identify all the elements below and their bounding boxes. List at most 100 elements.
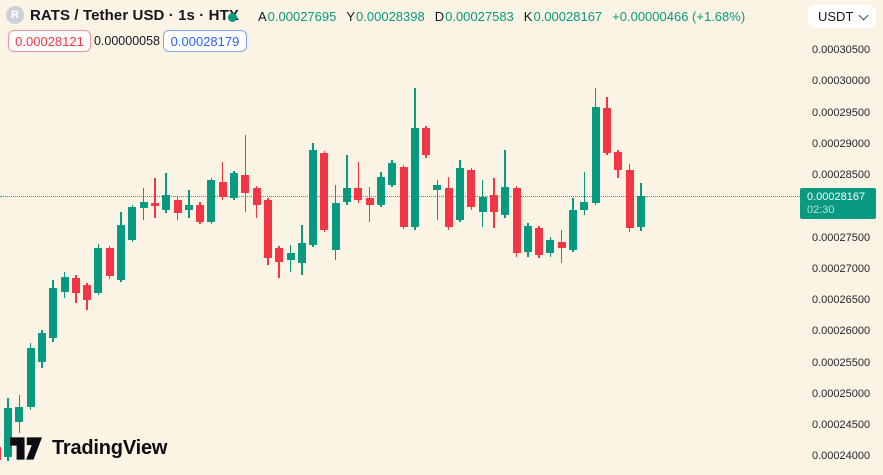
candle-up (546, 240, 555, 253)
candle-up (388, 163, 397, 185)
buy-ask-button[interactable]: 0.00028179 (163, 30, 247, 52)
candle-wick (244, 135, 247, 212)
current-price-label: 0.00028167 02:30 (800, 187, 876, 219)
tradingview-logo[interactable]: TradingView (10, 437, 167, 460)
market-open-dot-icon (228, 13, 237, 22)
candle-up (162, 195, 171, 210)
price-axis-label: 0.00026500 (812, 294, 871, 306)
symbol-logo-icon: R (6, 6, 24, 24)
candle-down (354, 188, 363, 200)
candle-down (275, 248, 284, 262)
candle-up (207, 180, 216, 222)
candle-up (49, 288, 58, 338)
price-axis-label: 0.00028500 (812, 169, 871, 181)
price-axis[interactable]: 0.00030500 0.00030000 0.00029500 0.00029000… (798, 0, 883, 475)
candle-up (456, 168, 464, 220)
price-axis-label: 0.00027000 (812, 262, 871, 275)
price-axis-label: 0.00024500 (812, 419, 871, 431)
candle-wick (583, 172, 586, 215)
ohlc-open: A 0.00027695 (258, 9, 337, 24)
candle-up (15, 407, 24, 422)
candle-up (478, 197, 487, 212)
candle-up (128, 207, 137, 240)
candle-up (37, 333, 46, 362)
candle-up (376, 177, 385, 205)
candle-up (297, 243, 306, 263)
current-price-line (0, 195, 800, 197)
price-change: +0.00000466 (+1.68%) (612, 9, 746, 24)
candle-down (263, 200, 272, 258)
candle-up (94, 248, 103, 293)
price-axis-label: 0.00029500 (812, 106, 871, 119)
price-axis-label: 0.00030500 (812, 44, 871, 56)
bar-countdown: 02:30 (807, 203, 835, 216)
currency-dropdown-value: USDT (818, 9, 854, 24)
candle-wick (165, 173, 167, 213)
candle-down (625, 170, 634, 228)
candle-down (241, 175, 250, 193)
tradingview-mark-icon (10, 437, 43, 460)
price-axis-label: 0.00027500 (812, 231, 871, 244)
candle-up (580, 202, 589, 210)
candlestick-chart[interactable] (0, 0, 798, 475)
spread-value: 0.00000058 (93, 34, 161, 48)
symbol-title[interactable]: RATS / Tether USD · 1s · HTX (30, 7, 239, 24)
candle-down (399, 167, 408, 227)
candle-wick (346, 155, 348, 205)
candle-up (636, 195, 645, 227)
price-axis-label: 0.00029000 (812, 137, 871, 150)
candle-up (184, 205, 193, 210)
candle-up (569, 210, 577, 250)
chevron-down-icon (858, 10, 869, 20)
ohlc-readout: A 0.00027695 Y 0.00028398 D 0.00027583 K 0.0… (258, 9, 745, 24)
candle-up (433, 185, 442, 190)
candle-down (173, 200, 182, 213)
currency-dropdown[interactable]: USDT (808, 5, 876, 28)
candle-down (489, 195, 498, 212)
ohlc-close: K 0.00028167 (523, 9, 603, 24)
candle-wick (154, 178, 156, 218)
candle-wick (357, 162, 360, 203)
candle-down (535, 228, 544, 255)
ohlc-high: Y 0.00028398 (346, 9, 425, 24)
candle-up (501, 187, 510, 215)
tradingview-logo-text: TradingView (52, 437, 168, 459)
candle-down (467, 170, 476, 207)
candle-down (83, 285, 92, 300)
candle-down (557, 242, 566, 248)
candle-up (286, 253, 295, 260)
candle-down (71, 278, 80, 293)
candle-up (343, 188, 351, 202)
candle-wick (436, 180, 439, 220)
sell-bid-button[interactable]: 0.00028121 (8, 30, 91, 52)
candle-up (26, 348, 35, 407)
candle-down (196, 205, 205, 222)
candle-up (139, 202, 148, 208)
price-axis-label: 0.00030000 (812, 75, 871, 88)
candle-up (117, 225, 125, 280)
candle-up (4, 408, 12, 457)
candle-down (365, 198, 374, 205)
candle-wick (504, 150, 506, 218)
candle-down (150, 203, 159, 206)
current-price-value: 0.00028167 (807, 190, 866, 203)
candle-wick (278, 246, 280, 278)
price-axis-label: 0.00026000 (812, 325, 871, 338)
candle-down (218, 182, 227, 197)
candle-down (0, 447, 1, 460)
candle-down (614, 152, 623, 170)
candle-up (309, 150, 318, 245)
candle-wick (221, 162, 224, 200)
price-axis-label: 0.00025500 (812, 356, 871, 369)
candle-up (591, 107, 600, 203)
candle-up (60, 277, 69, 292)
candle-up (523, 226, 532, 252)
candle-up (331, 203, 340, 250)
price-axis-label: 0.00025000 (812, 387, 871, 400)
candle-up (230, 173, 238, 198)
candle-down (320, 153, 329, 230)
candle-wick (188, 190, 190, 218)
candle-down (602, 108, 611, 153)
candle-down (512, 188, 521, 253)
